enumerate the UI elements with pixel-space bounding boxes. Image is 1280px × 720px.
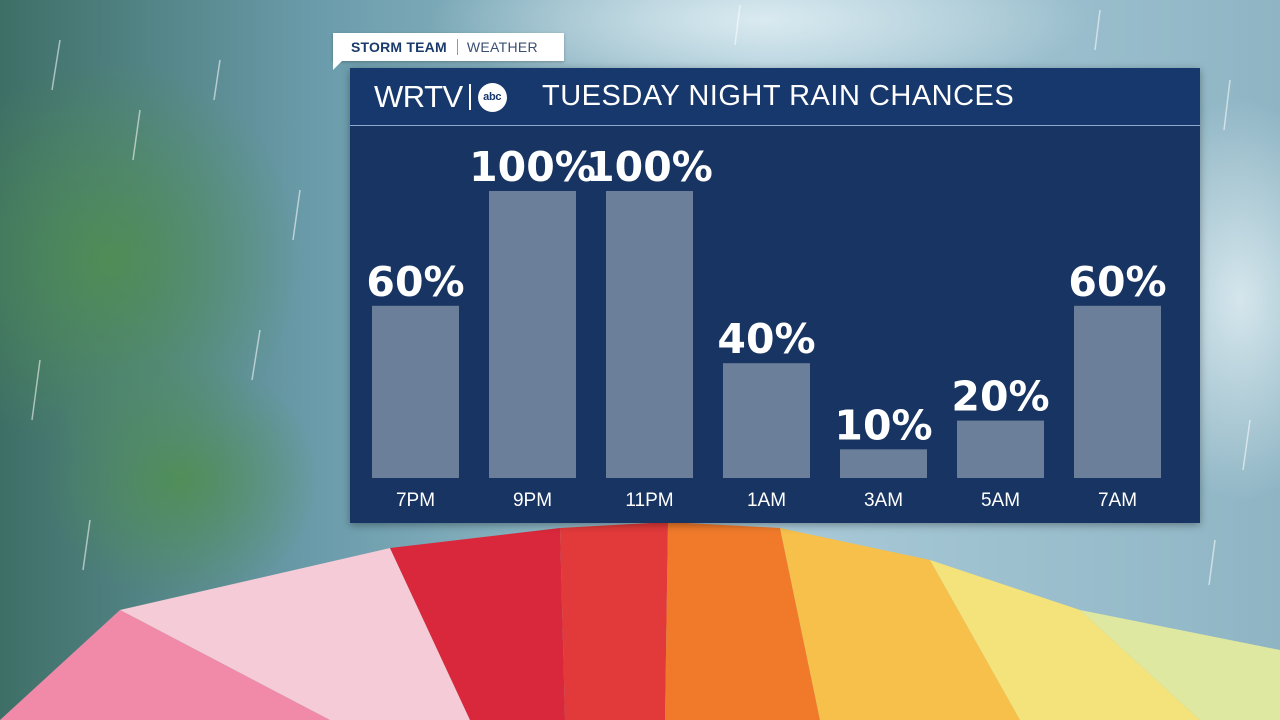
bar-11pm <box>606 191 693 478</box>
bar-5am <box>957 420 1044 478</box>
value-label-9pm: 100% <box>469 143 596 191</box>
header-divider <box>350 125 1200 126</box>
value-label-7pm: 60% <box>366 258 464 306</box>
category-label-11pm: 11PM <box>625 490 673 511</box>
logo-divider <box>468 84 471 110</box>
value-label-11pm: 100% <box>586 143 713 191</box>
bar-7pm <box>372 305 459 478</box>
category-label-9pm: 9PM <box>513 490 552 511</box>
rain-chances-panel: WRTV abc TUESDAY NIGHT RAIN CHANCES 60% 7… <box>350 68 1200 523</box>
tag-section: WEATHER <box>466 39 538 55</box>
value-label-3am: 10% <box>834 401 932 449</box>
category-label-5am: 5AM <box>981 490 1020 511</box>
value-label-1am: 40% <box>717 315 815 363</box>
tag-notch <box>333 60 343 70</box>
category-label-7am: 7AM <box>1098 490 1137 511</box>
storm-team-tag: STORM TEAM WEATHER <box>333 33 564 61</box>
bar-7am <box>1074 305 1161 478</box>
value-label-5am: 20% <box>951 373 1049 421</box>
tag-brand: STORM TEAM <box>351 39 447 55</box>
value-label-7am: 60% <box>1068 258 1166 306</box>
bar-1am <box>723 363 810 478</box>
rain-chance-bar-chart: 60% 7PM 100% 9PM 100% 11PM 40% 1AM 10% 3AM 20% 5AM 6… <box>366 143 1166 511</box>
abc-network-logo: abc <box>477 82 507 112</box>
panel-header: WRTV abc TUESDAY NIGHT RAIN CHANCES <box>350 68 1200 126</box>
panel-title: TUESDAY NIGHT RAIN CHANCES <box>542 80 1015 112</box>
bar-3am <box>840 449 927 478</box>
tag-divider <box>456 39 458 55</box>
station-callsign: WRTV <box>374 79 463 114</box>
umbrella <box>0 522 1280 720</box>
category-label-7pm: 7PM <box>396 490 435 511</box>
station-logo: WRTV abc <box>374 78 507 116</box>
category-label-3am: 3AM <box>864 490 903 511</box>
category-label-1am: 1AM <box>747 490 786 511</box>
bar-9pm <box>489 191 576 478</box>
